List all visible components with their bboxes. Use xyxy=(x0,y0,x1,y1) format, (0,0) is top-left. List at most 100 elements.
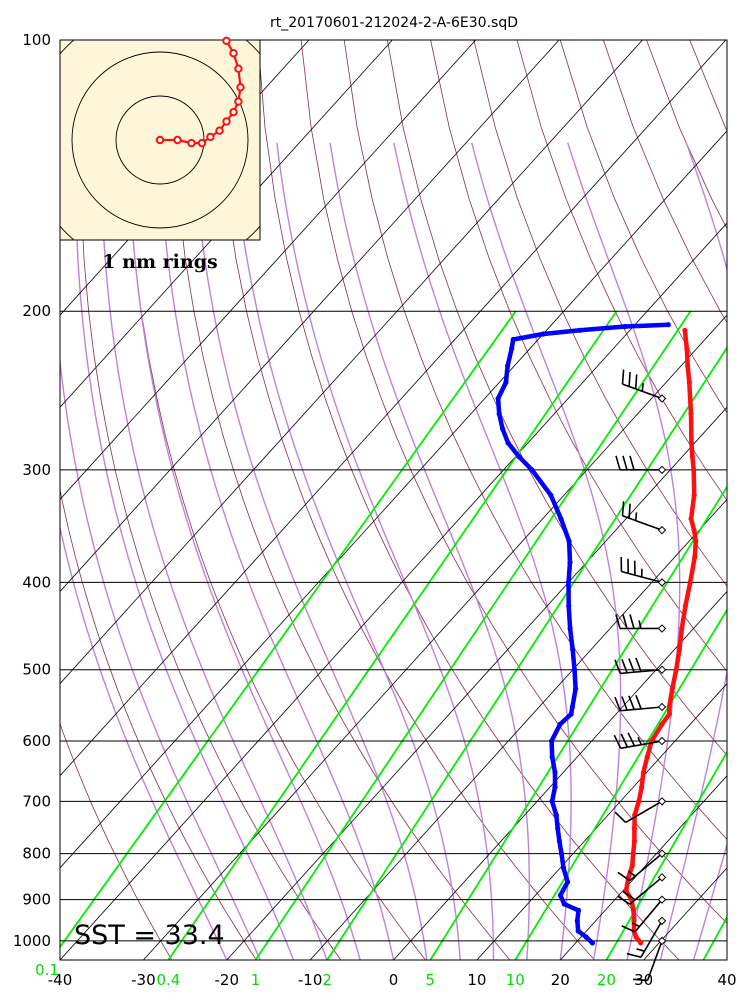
temperature-profile-point xyxy=(691,467,697,473)
temperature-profile-point xyxy=(629,863,635,869)
temperature-profile-point xyxy=(644,754,650,760)
temperature-profile-point xyxy=(682,327,688,333)
dewpoint-profile-point xyxy=(553,812,559,818)
mixing-ratio-label: 0.4 xyxy=(156,971,180,989)
isotherm xyxy=(0,40,59,960)
dewpoint-profile-point xyxy=(566,603,572,609)
temperature-profile-point xyxy=(693,538,699,544)
hodograph-point xyxy=(206,132,215,142)
mixing-ratio-line xyxy=(254,310,692,960)
moist-adiabat xyxy=(471,142,622,960)
wind-barb-station xyxy=(657,578,667,587)
wind-barb-station xyxy=(657,465,667,475)
pressure-tick-label: 100 xyxy=(22,31,51,49)
chart-title: rt_20170601-212024-2-A-6E30.sqD xyxy=(270,15,518,31)
wind-barb xyxy=(613,732,667,750)
dry-adiabat xyxy=(80,40,342,960)
isotherm xyxy=(476,683,727,960)
temperature-tick-label: 40 xyxy=(717,971,736,989)
dewpoint-profile-point xyxy=(567,625,573,632)
dewpoint-profile-point xyxy=(510,336,516,343)
wind-barb-flag xyxy=(620,733,629,748)
hodograph-ring xyxy=(71,51,249,229)
dry-adiabat xyxy=(343,40,727,840)
wind-barb xyxy=(617,849,667,882)
wind-barb-flag xyxy=(628,695,635,710)
wind-barb xyxy=(614,797,667,824)
wind-barb-flag xyxy=(614,696,621,711)
wind-barb-half-flag xyxy=(637,736,643,746)
isotherm xyxy=(226,406,727,960)
isotherm xyxy=(60,130,727,869)
wind-barb-half-flag xyxy=(638,620,642,629)
dewpoint-profile-point xyxy=(557,892,564,898)
dewpoint-profile-point xyxy=(583,934,589,940)
dewpoint-profile-point xyxy=(569,704,576,710)
dewpoint-profile-point xyxy=(505,440,511,446)
dewpoint-profile-point xyxy=(549,754,555,760)
pressure-tick-label: 600 xyxy=(22,732,51,750)
dewpoint-profile-point xyxy=(567,559,573,565)
dry-adiabat xyxy=(430,40,727,672)
temperature-profile-point xyxy=(666,711,673,717)
wind-barb-flag xyxy=(621,501,625,516)
isotherm xyxy=(60,40,727,777)
wind-barb-flag xyxy=(622,891,636,901)
wind-barb-half-flag xyxy=(628,870,636,877)
dewpoint-profile-point xyxy=(566,538,572,544)
dewpoint-profile-point xyxy=(540,331,546,337)
temperature-profile-point xyxy=(691,527,697,533)
wind-barb-flag xyxy=(617,871,631,882)
wind-barb-staff xyxy=(620,668,663,675)
pressure-tick-label: 400 xyxy=(22,573,51,591)
hodograph-point xyxy=(173,135,182,145)
moist-adiabat xyxy=(231,142,461,960)
wind-barb xyxy=(626,916,667,958)
temperature-profile-point xyxy=(666,704,672,710)
isotherm xyxy=(143,314,727,960)
wind-barb-flag xyxy=(613,734,622,749)
wind-barb-flag xyxy=(629,614,635,629)
pressure-tick-label: 300 xyxy=(22,461,51,479)
temperature-profile-point xyxy=(688,411,694,417)
wind-barb-station xyxy=(657,797,667,806)
hodograph-point xyxy=(215,126,224,135)
dry-adiabat xyxy=(473,40,727,587)
dewpoint-profile-point xyxy=(665,322,671,328)
wind-barb-half-flag xyxy=(641,383,644,392)
hodograph-point xyxy=(222,117,231,126)
hodograph-point xyxy=(187,138,196,148)
isotherm xyxy=(60,222,727,960)
moist-adiabat xyxy=(692,842,727,960)
temperature-profile-point xyxy=(659,721,665,728)
profiles xyxy=(495,322,699,946)
dewpoint-profile-point xyxy=(571,667,578,673)
temperature-profile-point xyxy=(630,851,636,857)
temperature-profile-point xyxy=(684,345,690,352)
dewpoint-profile-point xyxy=(555,825,561,832)
dry-adiabat xyxy=(257,40,680,960)
wind-barb xyxy=(621,369,667,403)
dewpoint-profile-point xyxy=(552,784,558,790)
temperature-tick-label: -30 xyxy=(131,971,156,989)
isotherm xyxy=(60,40,560,593)
moist-adiabat xyxy=(192,142,428,960)
pressure-tick-label: 800 xyxy=(22,845,51,863)
hodograph-point xyxy=(197,138,207,148)
pressure-tick-label: 900 xyxy=(22,891,51,909)
temperature-profile-point xyxy=(630,907,637,914)
wind-barb-flag xyxy=(635,657,642,672)
dewpoint-profile-point xyxy=(495,395,501,402)
temperature-profile-point xyxy=(638,940,644,946)
moist-adiabat xyxy=(659,142,727,960)
mixing-ratio-line xyxy=(60,310,517,949)
wind-barb-flag xyxy=(621,369,625,385)
dewpoint-profile-point xyxy=(565,879,571,885)
hodograph-point xyxy=(155,135,165,145)
hodograph-inset xyxy=(59,36,261,241)
temperature-profile-point xyxy=(673,667,679,673)
dewpoint-profile xyxy=(495,322,671,946)
dewpoint-profile-point xyxy=(589,940,596,946)
temperature-profile-point xyxy=(685,363,691,369)
temperature-profile-point xyxy=(669,686,675,692)
